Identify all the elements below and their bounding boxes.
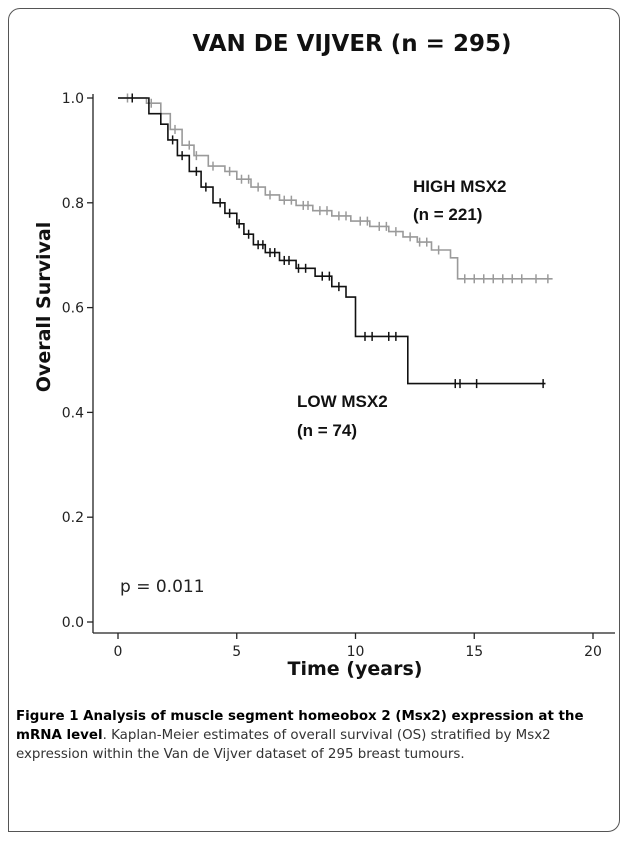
chart-title: VAN DE VIJVER (n = 295) <box>193 31 512 57</box>
y-tick-label: 0.0 <box>62 615 84 631</box>
caption-text: . Kaplan-Meier estimates of overall surv… <box>16 728 551 762</box>
x-tick-label: 15 <box>465 644 483 660</box>
low-msx2-label: LOW MSX2 <box>297 392 388 411</box>
caption-title: Figure 1 Analysis of muscle segment home… <box>16 709 584 743</box>
y-tick-label: 0.6 <box>62 301 84 317</box>
x-tick-label: 20 <box>584 644 602 660</box>
y-tick-label: 0.8 <box>62 196 84 212</box>
axes: 0.0 0.2 0.4 0.6 0.8 1.0 0 5 10 15 20 <box>62 91 615 660</box>
p-value-annotation: p = 0.011 <box>120 577 205 597</box>
x-tick-label: 10 <box>347 644 365 660</box>
figure-frame <box>8 8 620 832</box>
survival-curves <box>118 93 553 389</box>
high-msx2-curve <box>118 97 553 280</box>
y-axis-label: Overall Survival <box>33 222 55 392</box>
high-msx2-label: HIGH MSX2 <box>413 177 507 196</box>
figure-caption: Figure 1 Analysis of muscle segment home… <box>16 707 606 764</box>
kaplan-meier-chart: VAN DE VIJVER (n = 295) 0.0 0.2 0.4 0.6 0.8 1… <box>33 31 615 680</box>
x-tick-label: 5 <box>232 644 241 660</box>
y-tick-label: 0.4 <box>62 405 84 421</box>
y-tick-label: 0.2 <box>62 510 84 526</box>
low-msx2-count: (n = 74) <box>297 421 357 440</box>
y-tick-label: 1.0 <box>62 91 84 107</box>
x-axis-label: Time (years) <box>288 658 423 680</box>
high-msx2-count: (n = 221) <box>413 205 482 224</box>
x-tick-label: 0 <box>114 644 123 660</box>
